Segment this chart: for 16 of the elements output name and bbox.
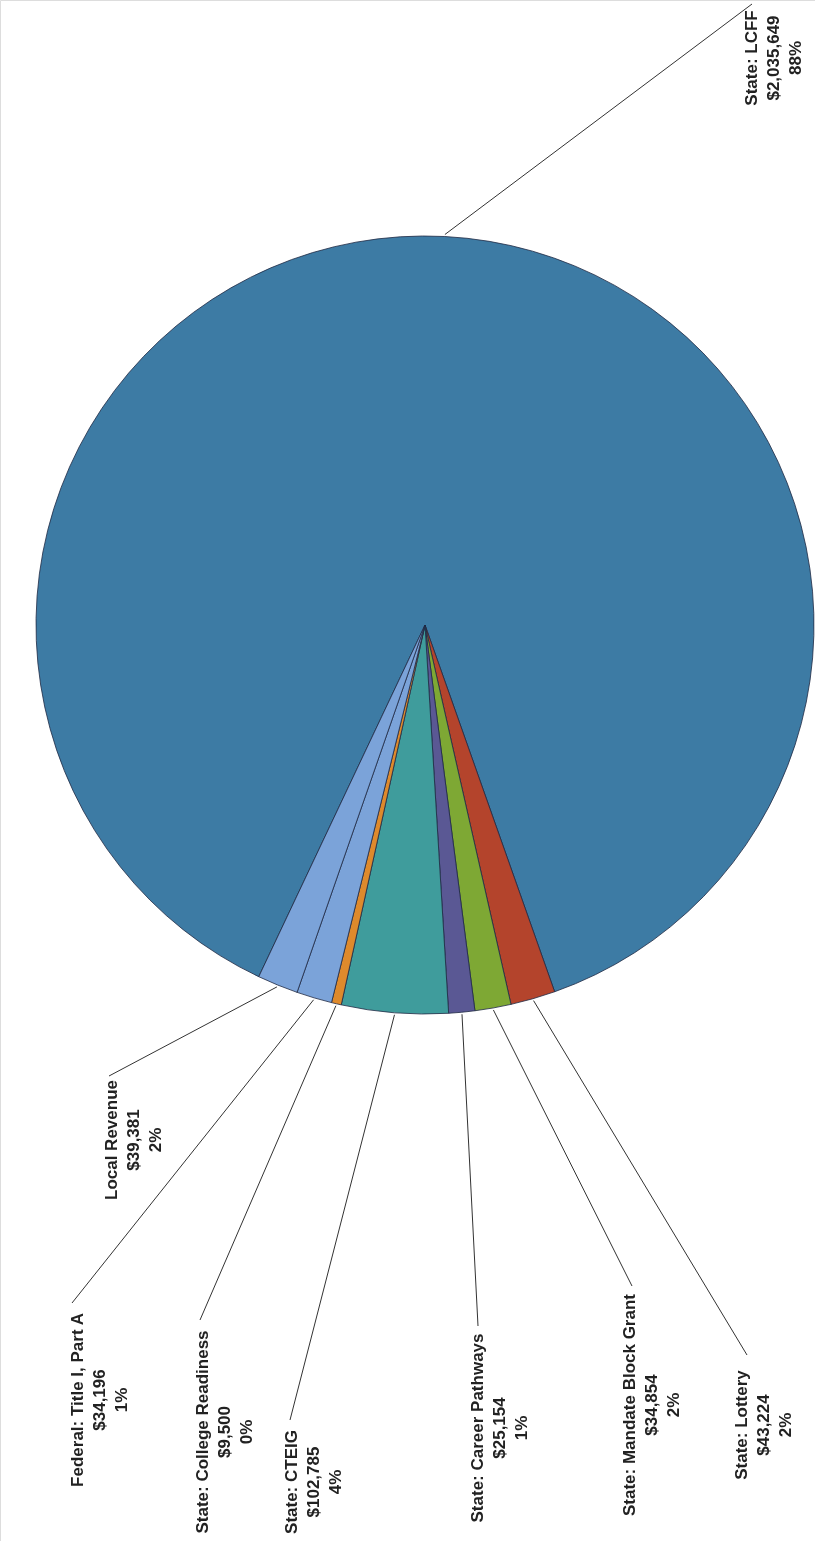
data-label: $9,500 0% <box>215 1406 256 1458</box>
slice-label: State: CTEIG <box>282 1430 301 1534</box>
data-label: $2,035,649 88% <box>764 15 805 101</box>
data-label: $25,154 1% <box>490 1396 531 1459</box>
data-label: $102,785 4% <box>304 1446 345 1518</box>
slice-label: Local Revenue <box>102 1080 121 1200</box>
data-label: $34,196 1% <box>90 1369 131 1431</box>
slice-label: State: Mandate Block Grant <box>620 1293 639 1516</box>
data-label: $39,381 2% <box>124 1109 165 1171</box>
slice-label: Federal: Title I, Part A <box>68 1313 87 1487</box>
slice-label: State: Career Pathways <box>468 1333 487 1523</box>
slice-label: State: LCFF <box>742 10 761 106</box>
slice-label: State: College Readiness <box>193 1330 212 1534</box>
data-label: $34,854 2% <box>642 1373 683 1436</box>
slice-label: State: Lottery <box>732 1369 751 1480</box>
data-label: $43,224 2% <box>754 1393 795 1456</box>
